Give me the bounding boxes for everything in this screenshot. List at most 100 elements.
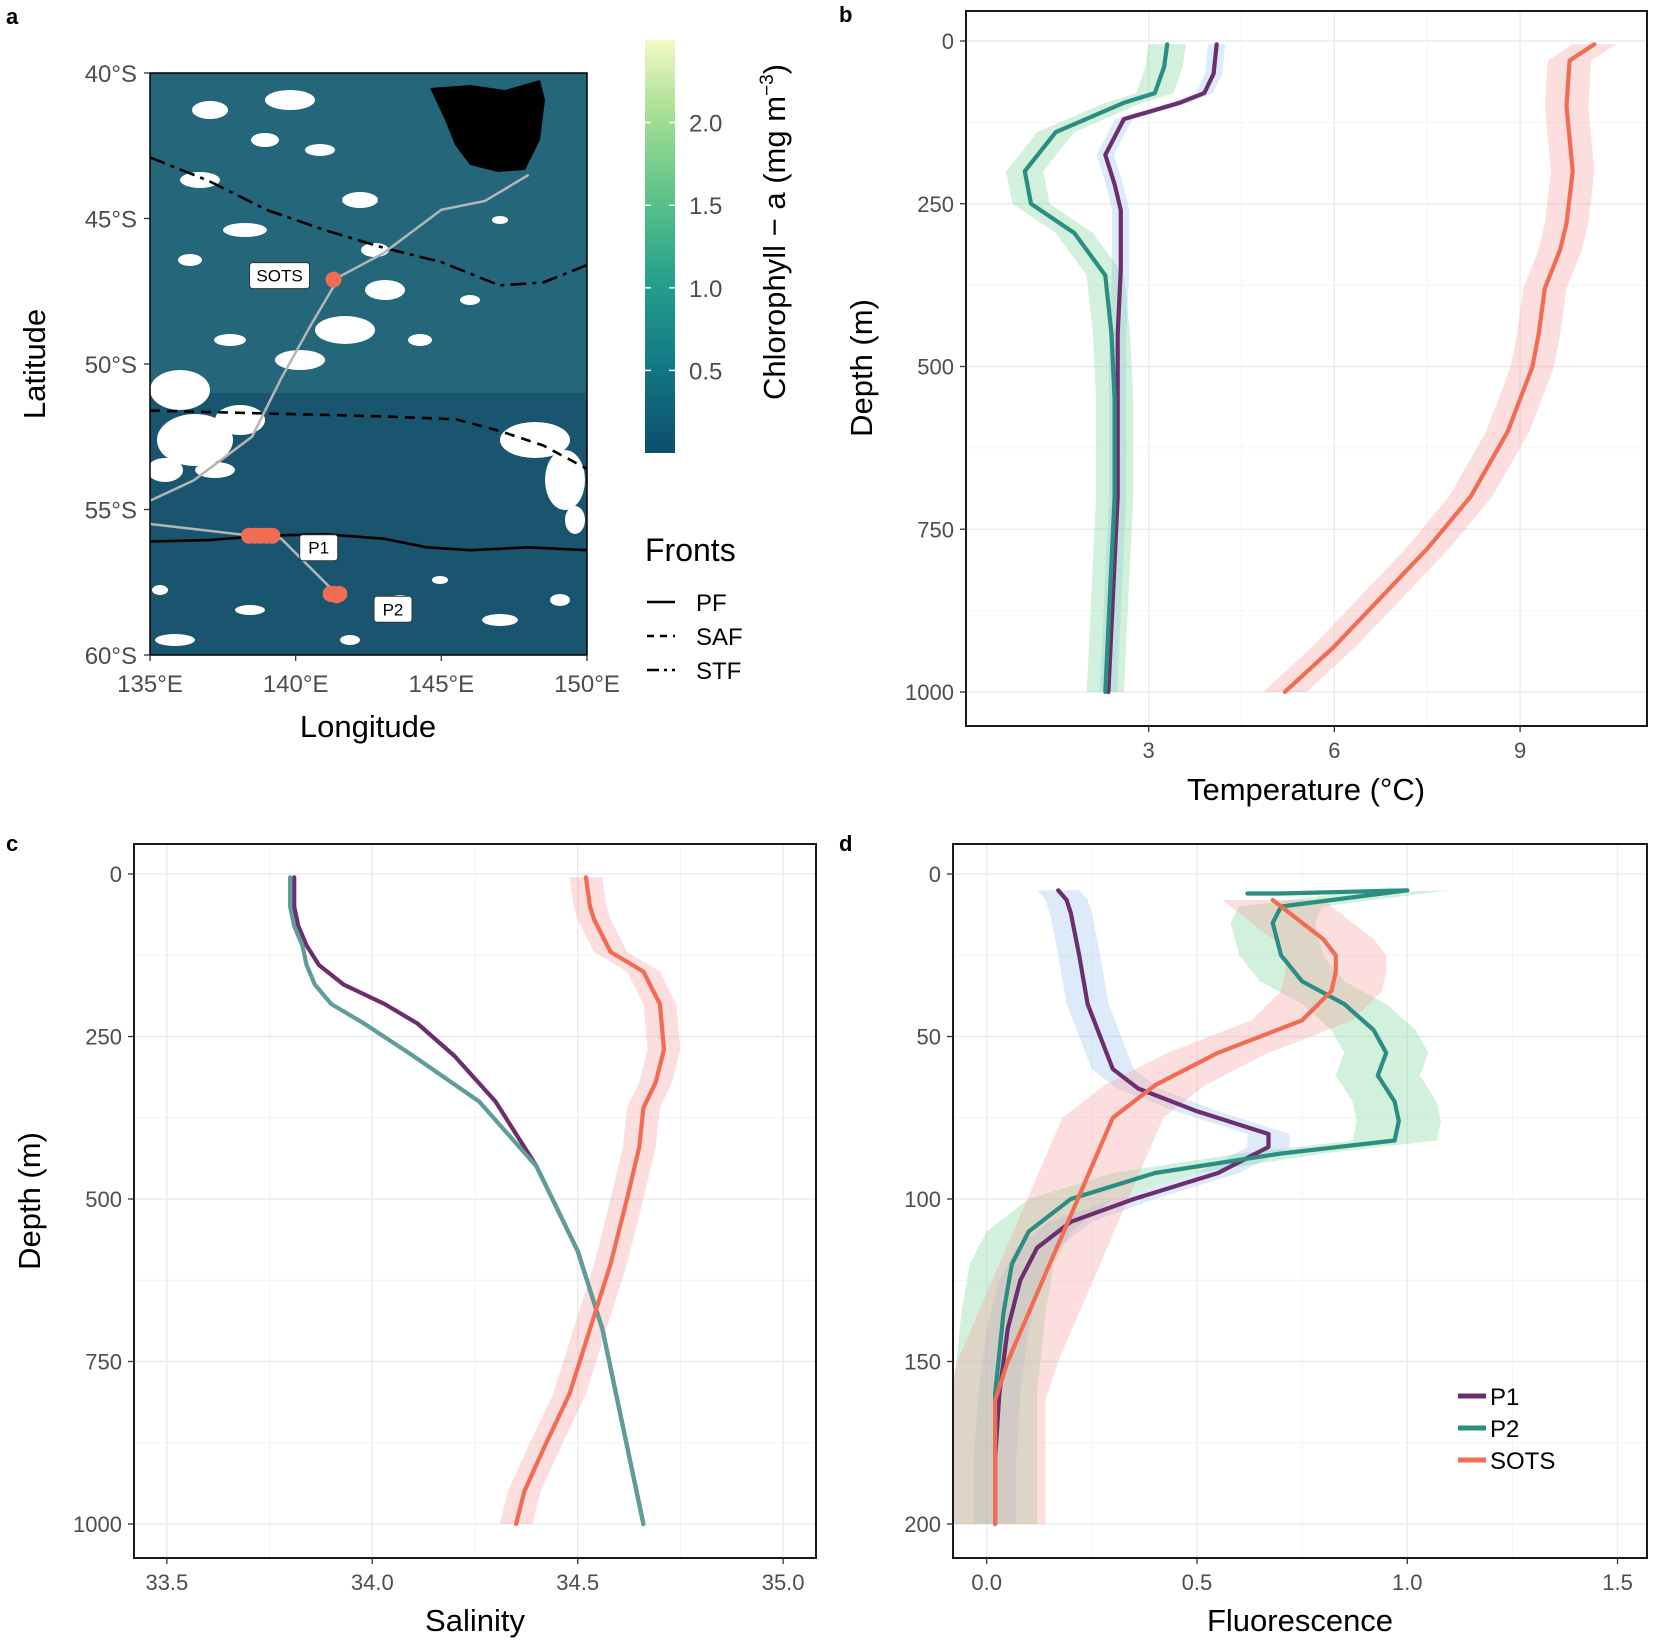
map-x-ticks: 135°E 140°E 145°E 150°E <box>117 655 620 698</box>
legend-label-p1: P1 <box>1490 1384 1519 1411</box>
profile-line-p1 <box>993 888 1271 1527</box>
temperature-frame <box>965 10 1648 727</box>
x-tick-label: 33.5 <box>145 1570 188 1595</box>
map-panel: SOTS P1 P2 135°E 140°E 145°E 150°E 40°S 45°S 50… <box>17 40 792 744</box>
ribbon-p2 <box>953 890 1450 1524</box>
fluorescence-x-title: Fluorescence <box>1207 1603 1393 1638</box>
map-area <box>150 73 587 655</box>
ribbon-p1 <box>974 890 1290 1524</box>
y-tick-label: 1000 <box>73 1512 122 1537</box>
x-tick-label: 1.5 <box>1602 1570 1633 1595</box>
station-label-box-sots <box>249 262 311 290</box>
y-tick-label: 1000 <box>905 680 954 705</box>
panel-label-a: a <box>6 4 19 29</box>
colorbar-tick-label: 0.5 <box>689 358 722 385</box>
y-tick-label: 200 <box>904 1512 941 1537</box>
colorbar-tick-label: 2.0 <box>689 111 722 138</box>
y-tick-label: 250 <box>917 192 954 217</box>
y-tick-label: 750 <box>85 1350 122 1375</box>
fronts-legend-label-stf: STF <box>696 658 741 685</box>
map-x-tick-label: 145°E <box>409 671 475 698</box>
salinity-frame <box>133 843 817 1559</box>
y-tick-label: 0 <box>929 862 941 887</box>
legend-label-p2: P2 <box>1490 1416 1519 1443</box>
station-labels: SOTS P1 P2 <box>249 262 413 623</box>
y-tick-label: 750 <box>917 517 954 542</box>
profile-line-sots <box>993 897 1338 1527</box>
map-y-tick-label: 40°S <box>85 61 137 88</box>
temperature-x-title: Temperature (°C) <box>1187 772 1425 807</box>
fluorescence-grid <box>953 844 1647 1558</box>
profile-line-p1 <box>292 875 646 1527</box>
x-tick-label: 0.0 <box>971 1570 1002 1595</box>
y-tick-label: 500 <box>85 1187 122 1212</box>
ribbon-p2 <box>1006 44 1186 693</box>
colorbar-tick-label: 1.5 <box>689 193 722 220</box>
fluorescence-frame <box>952 843 1648 1559</box>
y-tick-label: 50 <box>917 1025 941 1050</box>
salinity-grid <box>134 844 816 1558</box>
fronts-legend-label-pf: PF <box>696 590 727 617</box>
legend-label-sots: SOTS <box>1490 1448 1555 1475</box>
station-label-p1: P1 <box>308 539 329 558</box>
front-line-pf <box>150 532 587 552</box>
map-y-tick-label: 45°S <box>85 207 137 234</box>
salinity-x-title: Salinity <box>425 1603 525 1638</box>
map-x-tick-label: 135°E <box>117 671 183 698</box>
colorbar-title: Chlorophyll − a (mg m−3) <box>757 64 792 400</box>
temperature-y-title: Depth (m) <box>844 299 879 437</box>
profile-line-p2 <box>993 888 1410 1527</box>
map-y-tick-label: 60°S <box>85 643 137 670</box>
tasmania-landmass <box>430 80 545 172</box>
x-tick-label: 34.5 <box>556 1570 599 1595</box>
temperature-series <box>1006 42 1616 695</box>
fronts-legend-label-saf: SAF <box>696 624 743 651</box>
x-tick-label: 3 <box>1143 738 1155 763</box>
fronts <box>150 156 587 552</box>
x-tick-label: 6 <box>1328 738 1340 763</box>
salinity-series <box>288 875 681 1527</box>
colorbar-ticks: 0.5 1.0 1.5 2.0 <box>645 111 722 385</box>
profile-line-p1 <box>1103 42 1219 695</box>
salinity-y-title: Depth (m) <box>12 1132 47 1270</box>
y-tick-label: 250 <box>85 1025 122 1050</box>
ship-track-line <box>150 173 530 502</box>
x-tick-label: 0.5 <box>1182 1570 1213 1595</box>
ribbon-p2 <box>288 877 646 1524</box>
panel-label-c: c <box>6 831 18 856</box>
ribbon-sots <box>1263 44 1616 693</box>
cloud-mask <box>150 90 585 646</box>
map-x-tick-label: 140°E <box>263 671 329 698</box>
station-label-box-p1 <box>299 534 339 562</box>
station-marker-sots <box>325 271 342 288</box>
map-x-axis-title: Longitude <box>300 709 436 744</box>
y-tick-label: 150 <box>904 1350 941 1375</box>
colorbar-tick-label: 1.0 <box>689 276 722 303</box>
y-tick-label: 500 <box>917 355 954 380</box>
map-x-tick-label: 150°E <box>554 671 620 698</box>
x-tick-label: 34.0 <box>351 1570 394 1595</box>
ribbon-p1 <box>292 877 646 1524</box>
map-y-axis-title: Latitude <box>17 309 52 419</box>
temperature-axes: 3 6 9 0 250 500 750 1000 <box>905 29 1526 763</box>
fluorescence-series <box>953 888 1450 1527</box>
fluorescence-axes: 0.0 0.5 1.0 1.5 0 50 100 150 200 <box>904 862 1633 1595</box>
map-y-ticks: 40°S 45°S 50°S 55°S 60°S <box>85 61 150 670</box>
map-y-tick-label: 55°S <box>85 498 137 525</box>
profile-line-p2 <box>288 875 646 1527</box>
x-tick-label: 1.0 <box>1392 1570 1423 1595</box>
y-tick-label: 100 <box>904 1187 941 1212</box>
map-y-tick-label: 50°S <box>85 352 137 379</box>
front-line-saf <box>150 409 587 470</box>
station-marker-p2 <box>331 585 348 602</box>
fluorescence-legend: P1 P2 SOTS <box>1458 1384 1555 1475</box>
chlorophyll-colorbar <box>645 40 675 453</box>
ribbon-sots <box>953 900 1387 1524</box>
profile-line-sots <box>1282 42 1597 695</box>
station-label-box-p2 <box>373 595 413 623</box>
fronts-legend: PF SAF STF <box>647 590 743 685</box>
fluorescence-panel: 0.0 0.5 1.0 1.5 0 50 100 150 200 Fluorescence P1… <box>904 843 1648 1638</box>
temperature-panel: 3 6 9 0 250 500 750 1000 Temperature (°C) Depth… <box>844 10 1648 807</box>
